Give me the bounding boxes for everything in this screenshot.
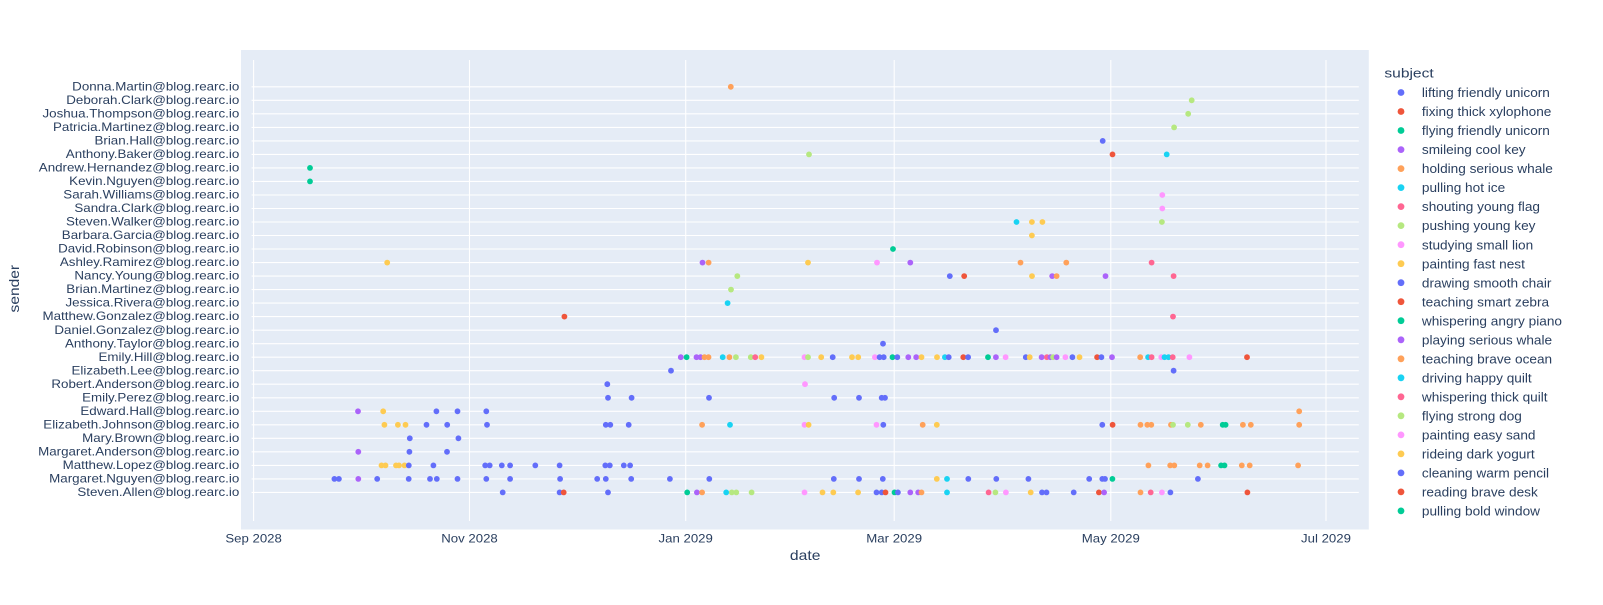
svg-text:drawing smooth chair: drawing smooth chair [1422, 275, 1552, 290]
svg-text:Andrew.Hernandez@blog.rearc.io: Andrew.Hernandez@blog.rearc.io [39, 161, 240, 175]
svg-text:rideing dark yogurt: rideing dark yogurt [1422, 447, 1535, 462]
svg-text:Sarah.Williams@blog.rearc.io: Sarah.Williams@blog.rearc.io [63, 188, 239, 202]
svg-text:Jessica.Rivera@blog.rearc.io: Jessica.Rivera@blog.rearc.io [66, 296, 240, 310]
svg-text:Edward.Hall@blog.rearc.io: Edward.Hall@blog.rearc.io [80, 404, 239, 418]
svg-text:flying friendly unicorn: flying friendly unicorn [1422, 123, 1550, 138]
svg-text:Joshua.Thompson@blog.rearc.io: Joshua.Thompson@blog.rearc.io [42, 106, 239, 120]
svg-text:shouting young flag: shouting young flag [1422, 199, 1540, 214]
svg-text:smileing cool key: smileing cool key [1422, 142, 1526, 157]
svg-text:Robert.Anderson@blog.rearc.io: Robert.Anderson@blog.rearc.io [51, 377, 239, 391]
svg-text:Sandra.Clark@blog.rearc.io: Sandra.Clark@blog.rearc.io [74, 201, 239, 215]
svg-text:David.Robinson@blog.rearc.io: David.Robinson@blog.rearc.io [58, 242, 240, 256]
svg-text:lifting friendly unicorn: lifting friendly unicorn [1422, 85, 1550, 100]
svg-text:Anthony.Baker@blog.rearc.io: Anthony.Baker@blog.rearc.io [66, 147, 240, 161]
svg-text:Nancy.Young@blog.rearc.io: Nancy.Young@blog.rearc.io [74, 269, 239, 283]
svg-text:Matthew.Lopez@blog.rearc.io: Matthew.Lopez@blog.rearc.io [63, 458, 240, 472]
svg-text:Brian.Martinez@blog.rearc.io: Brian.Martinez@blog.rearc.io [66, 282, 239, 296]
svg-text:Elizabeth.Lee@blog.rearc.io: Elizabeth.Lee@blog.rearc.io [72, 363, 240, 377]
svg-text:Margaret.Anderson@blog.rearc.i: Margaret.Anderson@blog.rearc.io [38, 444, 240, 458]
svg-text:Mar 2029: Mar 2029 [866, 532, 922, 546]
svg-text:painting fast nest: painting fast nest [1422, 256, 1525, 271]
svg-text:playing serious whale: playing serious whale [1422, 332, 1552, 347]
svg-text:flying strong dog: flying strong dog [1422, 408, 1522, 423]
svg-text:Ashley.Ramirez@blog.rearc.io: Ashley.Ramirez@blog.rearc.io [60, 255, 240, 269]
svg-text:Kevin.Nguyen@blog.rearc.io: Kevin.Nguyen@blog.rearc.io [69, 174, 239, 188]
svg-text:Daniel.Gonzalez@blog.rearc.io: Daniel.Gonzalez@blog.rearc.io [54, 323, 239, 337]
svg-text:Steven.Walker@blog.rearc.io: Steven.Walker@blog.rearc.io [66, 215, 240, 229]
svg-text:reading brave desk: reading brave desk [1422, 485, 1538, 500]
svg-text:Barbara.Garcia@blog.rearc.io: Barbara.Garcia@blog.rearc.io [62, 228, 240, 242]
svg-text:Jan 2029: Jan 2029 [659, 532, 714, 546]
svg-text:Jul 2029: Jul 2029 [1301, 532, 1351, 546]
svg-text:cleaning warm pencil: cleaning warm pencil [1422, 466, 1549, 481]
svg-text:Steven.Allen@blog.rearc.io: Steven.Allen@blog.rearc.io [77, 485, 239, 499]
svg-text:teaching smart zebra: teaching smart zebra [1422, 294, 1550, 309]
svg-text:date: date [790, 547, 821, 563]
svg-text:pushing young key: pushing young key [1422, 218, 1536, 233]
svg-text:Emily.Hill@blog.rearc.io: Emily.Hill@blog.rearc.io [99, 350, 240, 364]
svg-text:pulling bold window: pulling bold window [1422, 504, 1541, 519]
svg-text:Elizabeth.Johnson@blog.rearc.i: Elizabeth.Johnson@blog.rearc.io [43, 417, 239, 431]
svg-text:May 2029: May 2029 [1082, 532, 1140, 546]
svg-text:sender: sender [6, 265, 22, 313]
svg-text:Deborah.Clark@blog.rearc.io: Deborah.Clark@blog.rearc.io [66, 93, 239, 107]
svg-text:Mary.Brown@blog.rearc.io: Mary.Brown@blog.rearc.io [82, 431, 240, 445]
svg-text:Brian.Hall@blog.rearc.io: Brian.Hall@blog.rearc.io [95, 134, 240, 148]
svg-text:pulling hot ice: pulling hot ice [1422, 180, 1505, 195]
svg-text:Sep 2028: Sep 2028 [225, 532, 282, 546]
svg-text:Nov 2028: Nov 2028 [441, 532, 498, 546]
svg-text:holding serious whale: holding serious whale [1422, 161, 1553, 176]
svg-text:studying small lion: studying small lion [1422, 237, 1533, 252]
svg-text:painting easy sand: painting easy sand [1422, 428, 1536, 443]
svg-text:Margaret.Nguyen@blog.rearc.io: Margaret.Nguyen@blog.rearc.io [49, 472, 239, 486]
svg-text:Matthew.Gonzalez@blog.rearc.io: Matthew.Gonzalez@blog.rearc.io [43, 309, 240, 323]
svg-text:teaching brave ocean: teaching brave ocean [1422, 351, 1552, 366]
svg-text:Donna.Martin@blog.rearc.io: Donna.Martin@blog.rearc.io [72, 79, 239, 93]
svg-text:fixing thick xylophone: fixing thick xylophone [1422, 104, 1552, 119]
svg-text:driving happy quilt: driving happy quilt [1422, 370, 1532, 385]
svg-text:Patricia.Martinez@blog.rearc.i: Patricia.Martinez@blog.rearc.io [53, 120, 240, 134]
svg-text:subject: subject [1384, 66, 1434, 81]
svg-text:whispering angry piano: whispering angry piano [1421, 313, 1562, 328]
svg-text:whispering thick quilt: whispering thick quilt [1421, 389, 1548, 404]
svg-text:Anthony.Taylor@blog.rearc.io: Anthony.Taylor@blog.rearc.io [65, 336, 240, 350]
svg-text:Emily.Perez@blog.rearc.io: Emily.Perez@blog.rearc.io [82, 390, 240, 404]
